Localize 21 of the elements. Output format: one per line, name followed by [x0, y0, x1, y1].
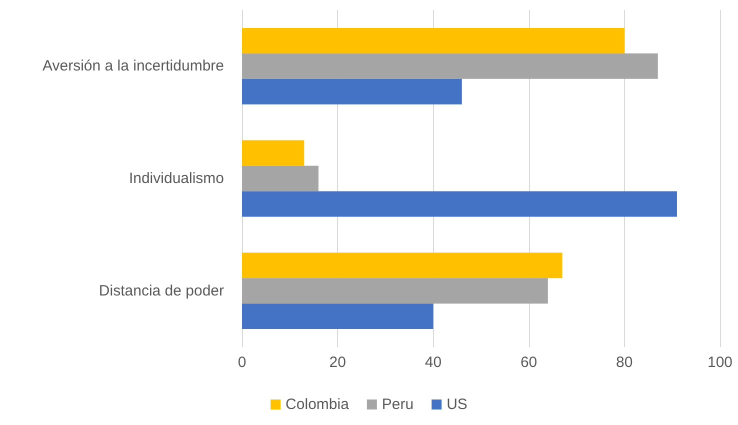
y-tick-label: Distancia de poder [98, 282, 224, 300]
legend-label: Peru [382, 396, 414, 413]
bar [242, 191, 677, 217]
bar [242, 53, 658, 79]
y-tick-label: Aversión a la incertidumbre [42, 58, 224, 75]
y-tick-label: Individualismo [128, 170, 224, 187]
x-tick-label: 100 [707, 354, 733, 371]
bar [242, 278, 548, 304]
bar [242, 166, 318, 192]
bar [242, 304, 434, 330]
x-tick-label: 40 [424, 354, 442, 371]
legend-label: Colombia [286, 396, 350, 413]
x-tick-label: 0 [238, 354, 246, 371]
x-tick-label: 20 [329, 354, 346, 371]
x-tick-label: 60 [520, 354, 538, 371]
legend-label: US [446, 396, 468, 413]
bar [242, 140, 304, 166]
bar [242, 28, 624, 54]
bar [242, 252, 562, 278]
x-tick-label: 80 [616, 354, 633, 371]
bar [242, 78, 462, 104]
